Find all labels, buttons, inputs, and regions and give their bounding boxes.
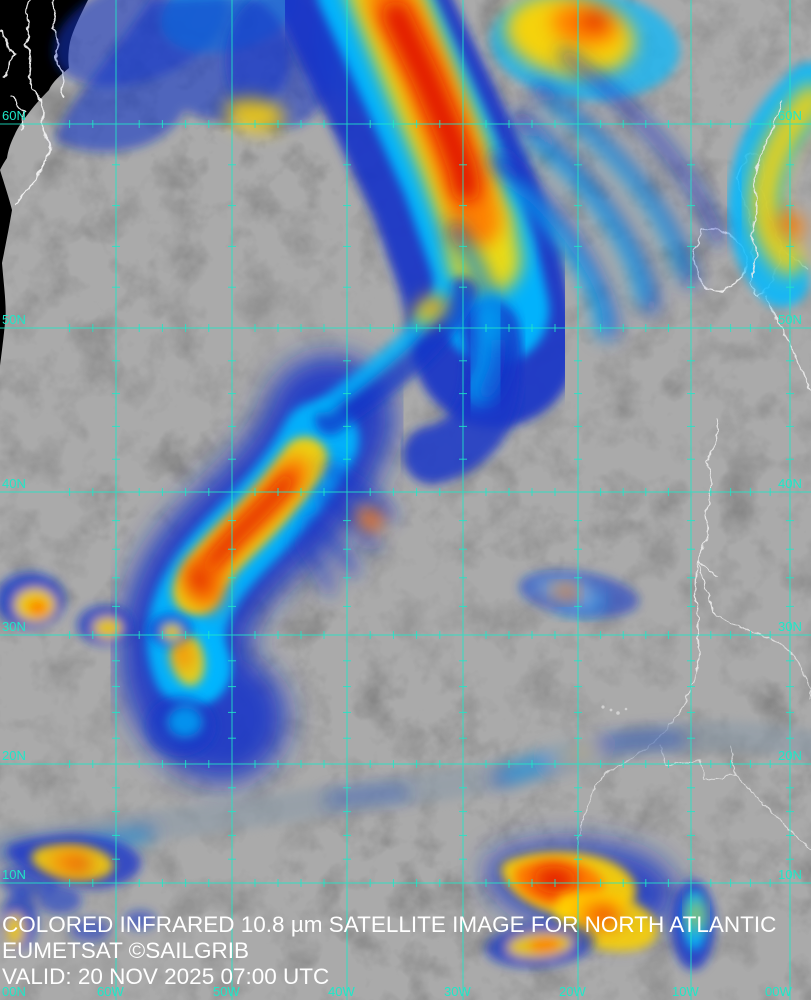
svg-text:COLORED INFRARED 10.8 µm SATEL: COLORED INFRARED 10.8 µm SATELLITE IMAGE… xyxy=(2,912,776,937)
svg-text:VALID: 20 NOV 2025 07:00 UTC: VALID: 20 NOV 2025 07:00 UTC xyxy=(2,964,329,989)
svg-text:EUMETSAT ©SAILGRIB: EUMETSAT ©SAILGRIB xyxy=(2,938,249,963)
